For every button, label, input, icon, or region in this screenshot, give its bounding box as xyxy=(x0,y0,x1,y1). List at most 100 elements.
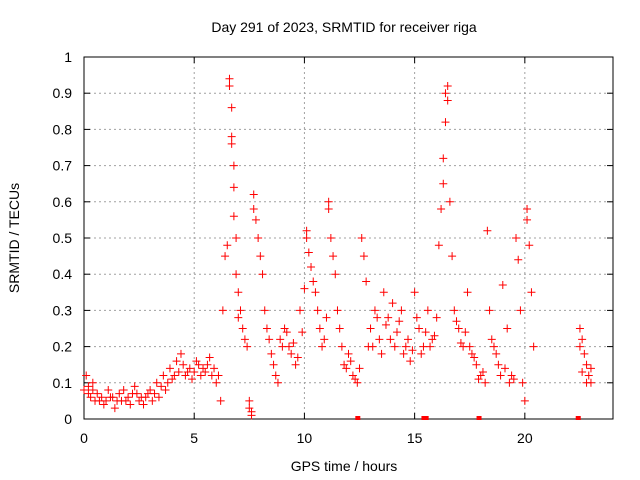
data-point xyxy=(351,375,360,384)
data-point xyxy=(335,324,344,333)
data-point xyxy=(93,389,102,398)
data-point xyxy=(529,342,538,351)
data-point xyxy=(478,367,487,376)
data-point xyxy=(148,396,157,405)
data-point xyxy=(86,393,95,402)
data-point xyxy=(168,375,177,384)
data-point xyxy=(410,288,419,297)
data-point xyxy=(492,349,501,358)
data-point xyxy=(423,306,432,315)
data-point xyxy=(434,241,443,250)
data-point xyxy=(331,270,340,279)
data-point xyxy=(216,396,225,405)
data-point xyxy=(276,335,285,344)
data-point xyxy=(443,96,452,105)
data-point xyxy=(388,299,397,308)
data-point xyxy=(311,288,320,297)
data-point xyxy=(223,241,232,250)
y-tick-label: 0.8 xyxy=(53,121,73,137)
data-point xyxy=(384,313,393,322)
y-tick-label: 0.2 xyxy=(53,339,73,355)
data-point xyxy=(254,234,263,242)
data-point xyxy=(461,328,470,337)
data-point xyxy=(95,396,104,405)
data-point xyxy=(225,81,234,90)
data-point xyxy=(298,328,307,337)
data-point xyxy=(115,389,124,398)
data-point xyxy=(509,375,518,384)
data-point xyxy=(366,324,375,333)
data-point xyxy=(500,364,509,373)
data-point xyxy=(390,342,399,351)
data-point xyxy=(370,306,379,315)
data-point xyxy=(249,205,258,214)
data-point xyxy=(324,197,333,206)
x-tick-label: 10 xyxy=(297,430,313,446)
data-point xyxy=(165,364,174,373)
x-axis-label: GPS time / hours xyxy=(291,458,398,474)
y-axis-label: SRMTID / TECUs xyxy=(6,183,22,293)
data-point xyxy=(245,396,254,405)
data-point xyxy=(119,386,128,395)
data-point xyxy=(421,328,430,337)
data-point xyxy=(406,357,415,366)
data-point xyxy=(582,360,591,369)
data-point xyxy=(437,205,446,214)
data-point xyxy=(313,306,322,315)
data-point xyxy=(161,386,170,395)
data-point xyxy=(106,393,115,402)
data-point xyxy=(262,324,271,333)
data-point xyxy=(293,353,302,362)
data-point xyxy=(110,404,119,413)
data-point xyxy=(199,364,208,373)
data-point xyxy=(179,360,188,369)
data-point xyxy=(362,277,371,286)
data-point xyxy=(381,320,390,329)
data-point xyxy=(476,371,485,380)
data-point xyxy=(243,342,252,351)
data-point xyxy=(481,378,490,387)
data-point xyxy=(282,328,291,337)
data-point xyxy=(88,386,97,395)
data-point xyxy=(227,132,236,141)
data-point xyxy=(265,335,274,344)
data-point xyxy=(337,342,346,351)
data-point xyxy=(229,161,238,170)
data-point xyxy=(428,335,437,344)
data-point xyxy=(82,371,91,380)
data-point xyxy=(194,360,203,369)
data-point xyxy=(84,389,93,398)
data-point xyxy=(498,281,507,290)
data-point xyxy=(192,357,201,366)
data-point xyxy=(229,183,238,192)
data-point xyxy=(430,331,439,340)
data-point xyxy=(448,252,457,261)
zero-markers xyxy=(355,416,581,420)
data-point xyxy=(359,252,368,261)
data-point xyxy=(289,338,298,347)
x-tick-label: 15 xyxy=(407,430,423,446)
data-point xyxy=(489,342,498,351)
data-point xyxy=(309,277,318,286)
data-point xyxy=(386,335,395,344)
data-point xyxy=(128,389,137,398)
data-point xyxy=(318,342,327,351)
data-point xyxy=(284,342,293,351)
x-tick-label: 0 xyxy=(80,430,88,446)
data-point xyxy=(412,313,421,322)
data-point xyxy=(441,118,450,127)
data-point xyxy=(240,335,249,344)
data-point xyxy=(408,346,417,355)
data-point xyxy=(472,360,481,369)
y-tick-label: 0.1 xyxy=(53,375,73,391)
data-point xyxy=(326,234,335,242)
data-point xyxy=(397,306,406,315)
y-tick-label: 0.4 xyxy=(53,266,73,282)
data-point xyxy=(404,335,413,344)
data-point xyxy=(379,288,388,297)
data-point xyxy=(525,241,534,250)
data-point xyxy=(584,371,593,380)
data-point xyxy=(507,371,516,380)
data-point xyxy=(580,349,589,358)
data-point xyxy=(575,342,584,351)
